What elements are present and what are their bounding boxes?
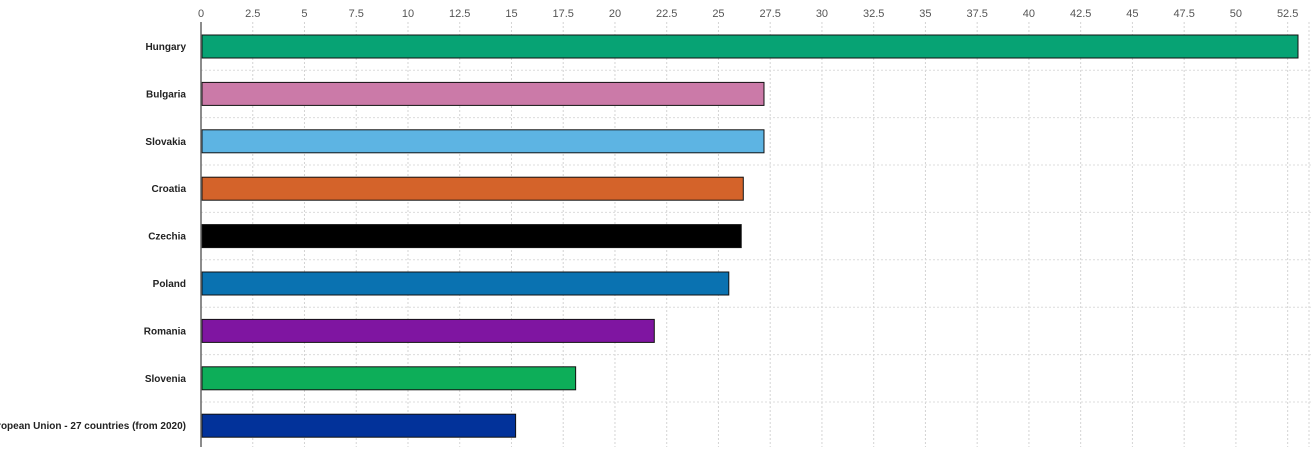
bar-bulgaria[interactable] bbox=[201, 81, 765, 106]
category-label: Poland bbox=[153, 279, 186, 290]
x-tick-label: 22.5 bbox=[656, 8, 677, 20]
bar-romania[interactable] bbox=[201, 318, 655, 343]
category-labels: Hungary Bulgaria Slovakia Croatia Czechia Pol… bbox=[0, 42, 186, 432]
category-label: Hungary bbox=[145, 42, 186, 53]
x-tick-label: 40 bbox=[1023, 8, 1035, 20]
bar-slovakia[interactable] bbox=[201, 129, 765, 154]
category-label: Romania bbox=[144, 326, 187, 337]
category-label: Slovenia bbox=[145, 374, 187, 385]
x-tick-label: 10 bbox=[402, 8, 414, 20]
x-tick-label: 35 bbox=[919, 8, 931, 20]
bar-european-union-27-countries-from-2020[interactable] bbox=[201, 413, 517, 438]
x-tick-label: 25 bbox=[712, 8, 724, 20]
x-tick-label: 12.5 bbox=[449, 8, 470, 20]
x-axis-ticks: 0 2.5 5 7.5 10 12.5 15 17.5 20 22.5 25 27.5 30 32.5 35… bbox=[198, 8, 1298, 20]
x-tick-label: 0 bbox=[198, 8, 204, 20]
bar-slovenia[interactable] bbox=[201, 366, 577, 391]
x-tick-label: 50 bbox=[1230, 8, 1242, 20]
x-tick-label: 47.5 bbox=[1173, 8, 1194, 20]
x-tick-label: 37.5 bbox=[966, 8, 987, 20]
x-tick-label: 45 bbox=[1126, 8, 1138, 20]
category-label: Czechia bbox=[148, 232, 186, 243]
x-tick-label: 2.5 bbox=[245, 8, 260, 20]
bar-czechia[interactable] bbox=[201, 224, 742, 249]
x-tick-label: 15 bbox=[505, 8, 517, 20]
x-tick-label: 30 bbox=[816, 8, 828, 20]
bar-hungary[interactable] bbox=[201, 34, 1299, 59]
category-label: Bulgaria bbox=[146, 89, 186, 100]
x-tick-label: 27.5 bbox=[759, 8, 780, 20]
category-label: Slovakia bbox=[145, 137, 186, 148]
x-tick-label: 52.5 bbox=[1277, 8, 1298, 20]
bar-poland[interactable] bbox=[201, 271, 730, 296]
x-tick-label: 17.5 bbox=[553, 8, 574, 20]
x-tick-label: 7.5 bbox=[349, 8, 364, 20]
category-label: European Union - 27 countries (from 2020… bbox=[0, 421, 186, 432]
x-tick-label: 32.5 bbox=[863, 8, 884, 20]
bars bbox=[201, 34, 1299, 438]
category-label: Croatia bbox=[152, 184, 187, 195]
x-tick-label: 20 bbox=[609, 8, 621, 20]
bar-croatia[interactable] bbox=[201, 176, 744, 201]
x-tick-label: 42.5 bbox=[1070, 8, 1091, 20]
x-tick-label: 5 bbox=[301, 8, 307, 20]
